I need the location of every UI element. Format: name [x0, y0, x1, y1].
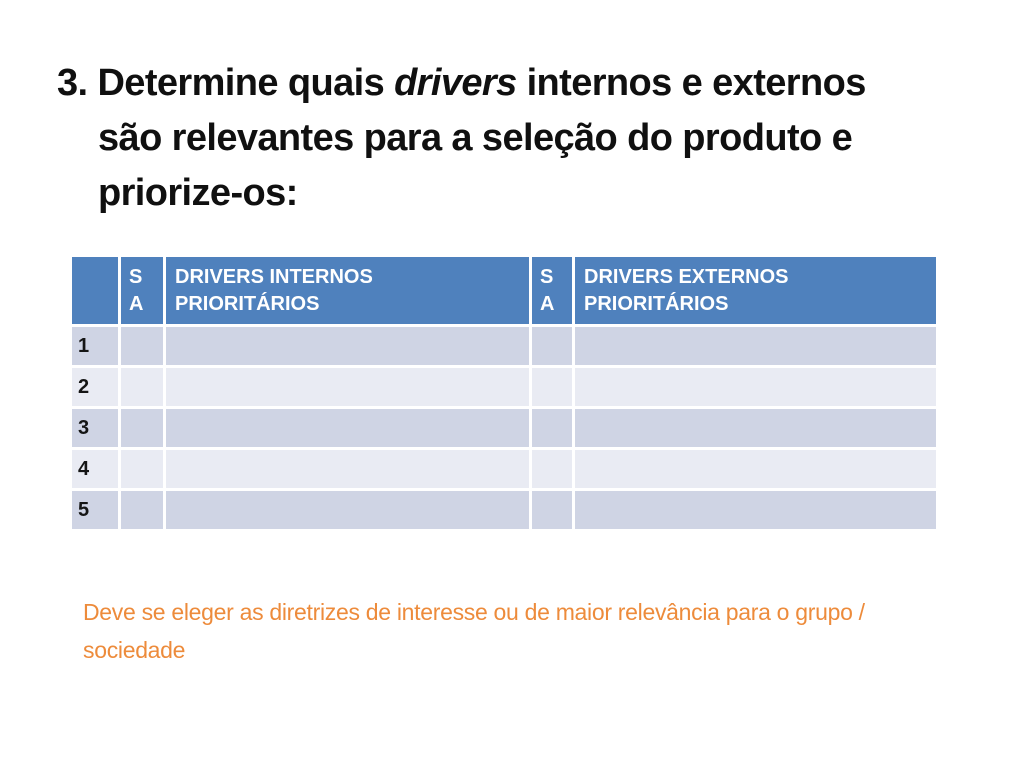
table-row: 5: [72, 491, 936, 529]
header-cell-corner: [72, 257, 118, 324]
row-number-cell: 3: [72, 409, 118, 447]
internos-header-line-2: PRIORITÁRIOS: [175, 292, 320, 315]
driver-interno-cell: [166, 368, 529, 406]
row-number-cell: 1: [72, 327, 118, 365]
header-cell-drivers-externos: DRIVERS EXTERNOS PRIORITÁRIOS: [575, 257, 936, 324]
table-row: 1: [72, 327, 936, 365]
header-cell-drivers-internos: DRIVERS INTERNOS PRIORITÁRIOS: [166, 257, 529, 324]
sa-letter-s: S: [540, 265, 554, 288]
footnote-line-2: sociedade: [83, 637, 186, 663]
driver-interno-cell: [166, 491, 529, 529]
header-cell-sa-internos: S A: [121, 257, 163, 324]
internos-header-line-1: DRIVERS INTERNOS: [175, 265, 373, 288]
row-number-cell: 4: [72, 450, 118, 488]
title-drivers-italic: drivers: [394, 62, 517, 104]
title-line-1: 3. Determine quais drivers internos e ex…: [57, 56, 977, 111]
sa-internos-cell: [121, 409, 163, 447]
sa-externos-cell: [532, 409, 572, 447]
driver-interno-cell: [166, 327, 529, 365]
sa-internos-cell: [121, 450, 163, 488]
row-number-cell: 2: [72, 368, 118, 406]
row-number-cell: 5: [72, 491, 118, 529]
title-line-2: são relevantes para a seleção do produto…: [98, 117, 853, 159]
driver-externo-cell: [575, 409, 936, 447]
drivers-table: S A DRIVERS INTERNOS PRIORITÁRIOS S A DR…: [69, 254, 939, 532]
sa-letter-a: A: [129, 292, 144, 315]
title-line-1-post: internos e externos: [516, 62, 867, 104]
sa-internos-cell: [121, 327, 163, 365]
sa-externos-cell: [532, 327, 572, 365]
sa-internos-cell: [121, 368, 163, 406]
sa-externos-cell: [532, 491, 572, 529]
driver-externo-cell: [575, 450, 936, 488]
sa-letter-s: S: [129, 265, 143, 288]
externos-header-line-1: DRIVERS EXTERNOS: [584, 265, 789, 288]
slide-title: 3. Determine quais drivers internos e ex…: [57, 56, 977, 221]
sa-letter-a: A: [540, 292, 555, 315]
externos-header-line-2: PRIORITÁRIOS: [584, 292, 729, 315]
sa-externos-cell: [532, 368, 572, 406]
driver-interno-cell: [166, 409, 529, 447]
footnote: Deve se eleger as diretrizes de interess…: [83, 593, 943, 669]
title-line-3: priorize-os:: [98, 172, 298, 214]
title-line-1-pre: 3. Determine quais: [57, 62, 395, 104]
driver-externo-cell: [575, 368, 936, 406]
header-cell-sa-externos: S A: [532, 257, 572, 324]
table-row: 4: [72, 450, 936, 488]
driver-externo-cell: [575, 327, 936, 365]
table-row: 2: [72, 368, 936, 406]
table-header-row: S A DRIVERS INTERNOS PRIORITÁRIOS S A DR…: [72, 257, 936, 324]
driver-interno-cell: [166, 450, 529, 488]
sa-internos-cell: [121, 491, 163, 529]
footnote-line-1: Deve se eleger as diretrizes de interess…: [83, 599, 865, 625]
driver-externo-cell: [575, 491, 936, 529]
table-row: 3: [72, 409, 936, 447]
sa-externos-cell: [532, 450, 572, 488]
